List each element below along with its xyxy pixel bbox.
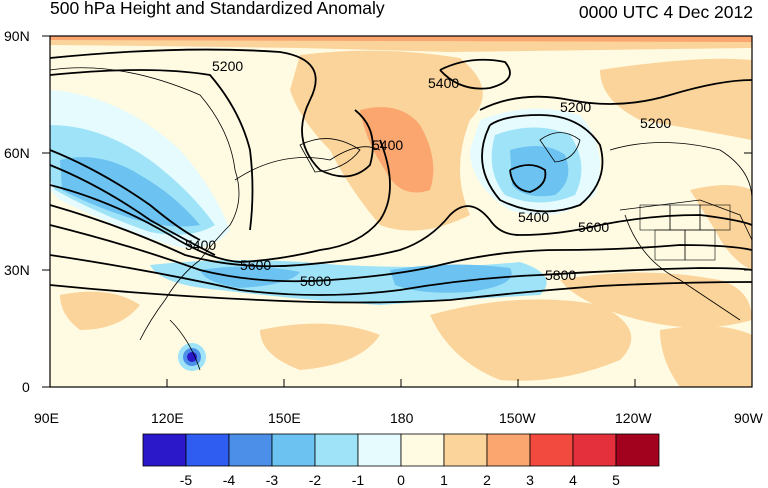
contour-label: 5400 [428,75,459,91]
contour-label: 5400 [518,209,549,225]
colorbar-label: -3 [266,472,279,488]
colorbar-swatch [357,433,402,467]
lon-label: 120W [615,410,652,426]
colorbar-label: 3 [526,472,534,488]
colorbar-label: 5 [612,472,620,488]
colorbar-swatch [529,433,574,467]
lon-label: 150E [268,410,301,426]
colorbar-swatch [314,433,359,467]
colorbar-label: 0 [397,472,405,488]
colorbar-swatch [142,433,187,467]
contour-label: 5800 [545,267,576,283]
lon-label: 120E [151,410,184,426]
colorbar-swatch [228,433,273,467]
lon-label: 180 [390,410,414,426]
colorbar-label: 4 [569,472,577,488]
contour-label: 5200 [560,99,591,115]
lat-label: 60N [4,145,30,161]
lat-axis [42,35,752,388]
colorbar-label: -2 [309,472,322,488]
colorbar [142,433,660,467]
lat-label: 90N [4,28,30,44]
lat-label: 30N [4,262,30,278]
map-title: 500 hPa Height and Standardized Anomaly [50,0,385,18]
colorbar-swatch [572,433,617,467]
colorbar-swatch [400,433,445,467]
contour-label: 5400 [185,237,216,253]
contour-label: 5600 [578,219,609,235]
lon-label: 90W [734,410,764,426]
height-contours [49,48,753,304]
lon-label: 90E [34,410,59,426]
contour-label: 5200 [212,58,243,74]
colorbar-label: 1 [440,472,448,488]
anomaly-shading [50,36,752,387]
contour-label: 5400 [372,137,403,153]
lat-label: 0 [22,379,30,395]
colorbar-swatch [486,433,531,467]
contour-label: 5600 [240,257,271,273]
contour-label: 5800 [300,273,331,289]
coastlines [49,67,753,371]
colorbar-swatch [271,433,316,467]
valid-time: 0000 UTC 4 Dec 2012 [578,2,753,22]
colorbar-label: -1 [352,472,365,488]
lon-axis [166,379,636,387]
contour-label: 5200 [640,115,671,131]
contour-labels: 5200 5400 5200 5200 5400 5400 5400 5600 … [185,58,671,289]
colorbar-swatch [185,433,230,467]
colorbar-swatch [615,433,660,467]
colorbar-labels: -5 -4 -3 -2 -1 0 1 2 3 4 5 [180,472,620,488]
colorbar-swatch [443,433,488,467]
colorbar-label: 2 [483,472,491,488]
colorbar-label: -5 [180,472,193,488]
colorbar-label: -4 [223,472,236,488]
lon-label: 150W [499,410,536,426]
